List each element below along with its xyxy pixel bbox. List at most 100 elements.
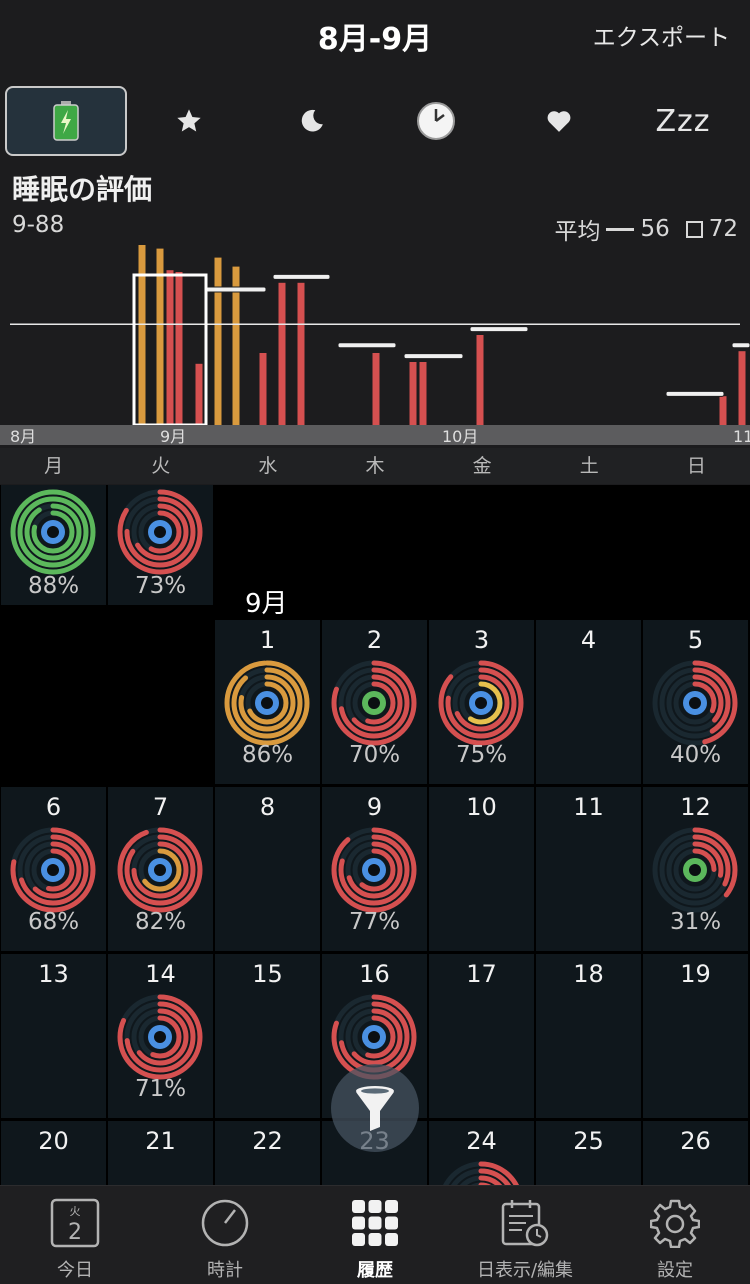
calendar-day-cell[interactable]: 19 (643, 954, 748, 1118)
bar-red-0 (166, 270, 174, 425)
chart-range: 9-88 (12, 212, 65, 238)
calendar-day-cell[interactable]: 88% (1, 485, 106, 605)
weekday-header: 月 火 水 木 金 土 日 (0, 448, 750, 484)
calendar-day-cell[interactable]: 12 31% (643, 787, 748, 951)
calendar-day-cell[interactable]: 26 (643, 1121, 748, 1185)
day-number: 4 (580, 626, 597, 654)
x-axis-band (0, 425, 750, 445)
nav-day-edit[interactable]: 日表示/編集 (450, 1186, 600, 1284)
nav-clock[interactable]: 時計 (150, 1186, 300, 1284)
day-percent: 88% (27, 573, 80, 599)
calendar-day-cell[interactable]: 18 (536, 954, 641, 1118)
calendar-day-cell[interactable]: 25 (536, 1121, 641, 1185)
week-average-marker-4 (469, 326, 529, 333)
day-number: 13 (38, 960, 69, 988)
chart-legend: 平均 56 72 (554, 212, 738, 246)
average-label: 平均 (554, 219, 601, 245)
tab-zzz[interactable]: Zzz (622, 86, 744, 156)
day-number: 5 (687, 626, 704, 654)
nav-history[interactable]: 履歴 (300, 1186, 450, 1284)
nav-history-label: 履歴 (357, 1260, 393, 1281)
month-label: 9月 (245, 589, 288, 619)
tab-star[interactable] (128, 86, 250, 156)
filter-button[interactable] (331, 1064, 419, 1152)
bar-red-11 (738, 351, 746, 425)
weekday-sat: 土 (579, 455, 599, 477)
calendar-day-cell[interactable]: 14 71% (108, 954, 213, 1118)
heart-icon (547, 111, 571, 132)
day-number: 1 (259, 626, 276, 654)
day-percent: 75% (455, 742, 508, 768)
tab-heart[interactable] (498, 86, 620, 156)
nav-today[interactable]: 火 2 今日 (0, 1186, 150, 1284)
calendar-day-cell[interactable]: 24 (429, 1121, 534, 1185)
average-value: 56 (640, 216, 670, 242)
calendar-day-cell[interactable]: 15 (215, 954, 320, 1118)
weekday-mon: 月 (44, 455, 64, 477)
sleep-ring-icon (438, 660, 524, 746)
bar-orange-1 (156, 248, 164, 425)
bar-red-10 (719, 396, 727, 425)
bar-red-1 (175, 272, 183, 425)
day-percent: 82% (134, 909, 187, 935)
calendar-day-cell[interactable]: 11 (536, 787, 641, 951)
day-number: 11 (573, 793, 604, 821)
day-number: 22 (252, 1127, 283, 1155)
bar-orange-0 (138, 245, 146, 425)
day-percent: 31% (669, 909, 722, 935)
calendar-day-cell[interactable]: 6 68% (1, 787, 106, 951)
bar-red-3 (259, 353, 267, 425)
page-title: 8月-9月 (317, 22, 433, 57)
day-number: 26 (680, 1127, 711, 1155)
bar-red-7 (409, 362, 417, 425)
calendar-day-cell[interactable]: 1 86% (215, 620, 320, 784)
calendar-day-cell[interactable]: 5 40% (643, 620, 748, 784)
export-button[interactable]: エクスポート (592, 25, 730, 51)
day-number: 25 (573, 1127, 604, 1155)
weekday-fri: 金 (472, 455, 492, 477)
week-average-marker-6 (731, 342, 750, 349)
average-line-swatch (606, 227, 635, 231)
calendar-day-cell[interactable]: 73% (108, 485, 213, 605)
bar-orange-2 (214, 257, 222, 425)
day-number: 18 (573, 960, 604, 988)
calendar-day-cell[interactable]: 4 (536, 620, 641, 784)
calendar-day-cell[interactable]: 8 (215, 787, 320, 951)
calendar-day-cell[interactable]: 17 (429, 954, 534, 1118)
sleep-ring-icon (652, 827, 738, 913)
day-number: 21 (145, 1127, 176, 1155)
calendar-day-cell[interactable]: 22 (215, 1121, 320, 1185)
calendar-day-cell[interactable]: 9 77% (322, 787, 427, 951)
calendar-day-cell[interactable]: 20 (1, 1121, 106, 1185)
nav-clock-label: 時計 (207, 1260, 243, 1281)
sleep-score-chart[interactable]: 8月 9月 10月 11 (0, 235, 750, 448)
tab-moon[interactable] (251, 86, 373, 156)
zzz-icon: Zzz (655, 103, 711, 139)
sleep-ring-icon (117, 827, 203, 913)
tab-clock[interactable] (375, 86, 497, 156)
calendar-day-cell[interactable]: 2 70% (322, 620, 427, 784)
calendar-day-cell[interactable]: 7 82% (108, 787, 213, 951)
sleep-ring-icon (331, 827, 417, 913)
week-average-marker-5 (665, 390, 725, 397)
day-percent: 71% (134, 1076, 187, 1102)
day-number: 20 (38, 1127, 69, 1155)
bar-red-5 (297, 282, 305, 425)
nav-settings[interactable]: 設定 (600, 1186, 750, 1284)
calendar-day-cell[interactable]: 21 (108, 1121, 213, 1185)
day-number: 9 (366, 793, 383, 821)
bar-red-4 (278, 282, 286, 425)
calendar-day-cell[interactable]: 13 (1, 954, 106, 1118)
grid-icon (352, 1200, 398, 1246)
nav-day-edit-label: 日表示/編集 (476, 1260, 574, 1281)
nav-today-label: 今日 (57, 1260, 93, 1281)
tab-battery[interactable] (5, 86, 127, 156)
day-percent: 70% (348, 742, 401, 768)
gear-icon (650, 1199, 700, 1248)
calendar-day-cell[interactable]: 10 (429, 787, 534, 951)
day-number: 8 (259, 793, 276, 821)
sleep-ring-icon (117, 994, 203, 1080)
day-number: 2 (366, 626, 383, 654)
star-icon (177, 109, 201, 132)
calendar-day-cell[interactable]: 3 75% (429, 620, 534, 784)
